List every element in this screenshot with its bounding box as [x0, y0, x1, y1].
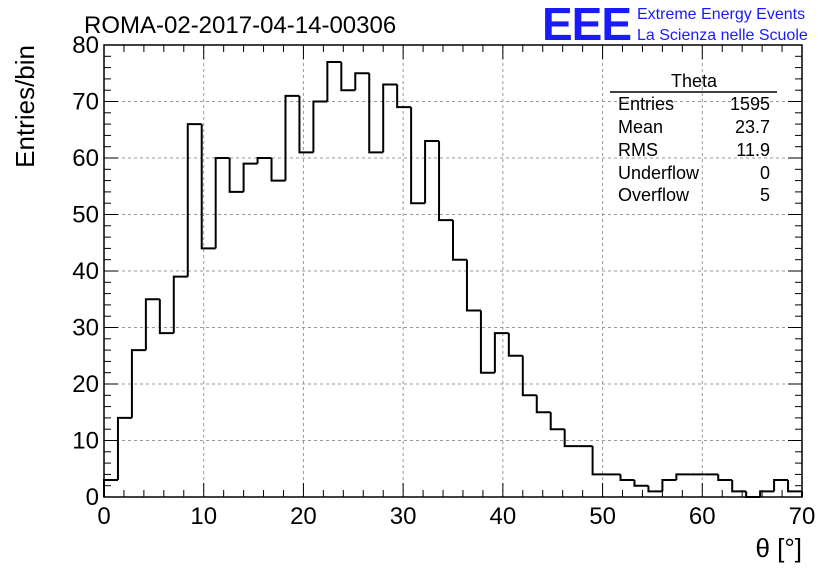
- histogram-bin: [368, 73, 384, 154]
- histogram-bin: [382, 83, 398, 153]
- histogram-bin: [745, 491, 761, 498]
- histogram-bin: [298, 95, 314, 154]
- histogram-bin: [773, 479, 789, 492]
- histogram-bin: [270, 158, 286, 182]
- histogram-bin: [228, 158, 244, 193]
- histogram-bin: [144, 298, 160, 351]
- histogram-bin: [675, 473, 691, 481]
- stats-value-underflow: 0: [760, 163, 770, 183]
- x-tick-label: 20: [290, 503, 317, 530]
- x-axis-label: θ [°]: [755, 533, 802, 563]
- histogram-layer: [103, 60, 803, 498]
- y-tick-label: 50: [72, 202, 99, 229]
- histogram-bin: [340, 61, 356, 92]
- y-tick-label: 30: [72, 315, 99, 342]
- histogram-bin: [242, 162, 258, 192]
- y-tick-label: 10: [72, 428, 99, 455]
- histogram-bin: [759, 490, 775, 497]
- histogram-bin: [200, 124, 216, 250]
- histogram-bin: [354, 72, 370, 91]
- y-tick-label: 70: [72, 89, 99, 116]
- histogram-bin: [549, 412, 565, 431]
- histogram-bin: [465, 259, 481, 312]
- stats-label-overflow: Overflow: [618, 185, 690, 205]
- histogram-bin: [633, 480, 649, 487]
- chart-title: ROMA-02-2017-04-14-00306: [84, 12, 396, 39]
- histogram-bin: [452, 220, 467, 261]
- histogram-bin: [521, 355, 537, 397]
- x-tick-label: 40: [490, 503, 517, 530]
- stats-label-underflow: Underflow: [618, 163, 700, 183]
- histogram-bin: [424, 140, 440, 204]
- x-tick-label: 30: [390, 503, 417, 530]
- x-tick-label: 0: [97, 503, 110, 530]
- grid-layer: [104, 45, 802, 497]
- histogram-bin: [103, 479, 118, 497]
- histogram-bin: [731, 480, 747, 493]
- y-tick-label: 20: [72, 371, 99, 398]
- eee-logo: EEE: [542, 0, 631, 50]
- x-tick-label: 10: [190, 503, 217, 530]
- histogram-bin: [284, 94, 300, 181]
- stats-value-rms: 11.9: [736, 140, 770, 160]
- stats-box: Theta Entries 1595 Mean 23.7 RMS 11.9 Un…: [610, 71, 777, 205]
- histogram-bin: [130, 349, 146, 418]
- y-tick-label: 0: [86, 484, 99, 511]
- histogram-bin: [438, 141, 453, 222]
- x-tick-label: 50: [589, 503, 616, 530]
- histogram-bin: [172, 275, 188, 334]
- x-tick-label: 70: [789, 503, 816, 530]
- histogram-bin: [717, 474, 733, 482]
- y-tick-label: 60: [72, 145, 99, 172]
- histogram-bin: [256, 157, 272, 164]
- logo-line-1: Extreme Energy Events: [637, 6, 805, 23]
- histogram-bin: [116, 416, 132, 481]
- y-tick-label: 40: [72, 258, 99, 285]
- stats-value-overflow: 5: [760, 185, 770, 205]
- tick-layer: [103, 44, 803, 498]
- histogram-bin: [410, 107, 426, 205]
- histogram-bin: [326, 60, 342, 102]
- histogram-bin: [619, 474, 635, 482]
- logo-line-2: La Scienza nelle Scuole: [637, 27, 808, 44]
- histogram-bin: [214, 157, 230, 249]
- stats-value-entries: 1595: [730, 94, 770, 114]
- histogram-bin: [535, 395, 551, 414]
- histogram-bin: [312, 100, 328, 153]
- x-tick-label: 60: [689, 503, 716, 530]
- histogram-bin: [493, 332, 509, 373]
- histogram-bin: [158, 299, 174, 335]
- stats-title: Theta: [671, 71, 718, 91]
- stats-label-mean: Mean: [618, 117, 663, 137]
- y-axis-label: Entries/bin: [10, 45, 40, 168]
- stats-label-entries: Entries: [618, 94, 674, 114]
- stats-label-rms: RMS: [618, 140, 658, 160]
- histogram-bin: [591, 446, 607, 476]
- y-tick-label: 80: [72, 32, 99, 59]
- histogram-bin: [787, 480, 802, 493]
- histogram-bin: [396, 84, 412, 109]
- stats-value-mean: 23.7: [735, 117, 770, 137]
- histogram-bin: [563, 429, 579, 448]
- histogram-bin: [647, 485, 663, 493]
- histogram-bin: [507, 333, 523, 357]
- histogram-bin: [661, 479, 677, 492]
- histogram-bin: [186, 123, 202, 277]
- histogram-bin: [479, 310, 495, 374]
